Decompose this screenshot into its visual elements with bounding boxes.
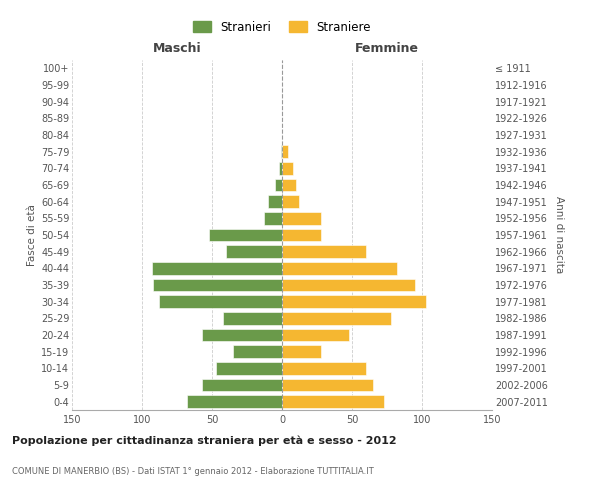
Bar bbox=[279, 162, 282, 174]
Text: Popolazione per cittadinanza straniera per età e sesso - 2012: Popolazione per cittadinanza straniera p… bbox=[12, 435, 397, 446]
Bar bbox=[281, 146, 282, 158]
Bar bbox=[187, 396, 282, 408]
Bar bbox=[216, 362, 282, 374]
Y-axis label: Fasce di età: Fasce di età bbox=[26, 204, 37, 266]
Bar bbox=[153, 279, 282, 291]
Y-axis label: Anni di nascita: Anni di nascita bbox=[554, 196, 565, 274]
Bar bbox=[264, 212, 282, 224]
Bar bbox=[282, 379, 373, 391]
Bar bbox=[282, 362, 366, 374]
Bar bbox=[223, 312, 282, 324]
Bar bbox=[202, 329, 282, 341]
Bar bbox=[282, 312, 391, 324]
Bar bbox=[282, 262, 397, 274]
Bar bbox=[268, 196, 282, 208]
Bar bbox=[209, 229, 282, 241]
Text: COMUNE DI MANERBIO (BS) - Dati ISTAT 1° gennaio 2012 - Elaborazione TUTTITALIA.I: COMUNE DI MANERBIO (BS) - Dati ISTAT 1° … bbox=[12, 468, 374, 476]
Bar bbox=[226, 246, 282, 258]
Bar bbox=[282, 229, 321, 241]
Bar bbox=[282, 179, 296, 192]
Bar bbox=[282, 396, 384, 408]
Bar bbox=[152, 262, 282, 274]
Bar bbox=[282, 162, 293, 174]
Text: Femmine: Femmine bbox=[355, 42, 419, 55]
Bar bbox=[282, 279, 415, 291]
Legend: Stranieri, Straniere: Stranieri, Straniere bbox=[188, 16, 376, 38]
Bar bbox=[282, 296, 426, 308]
Bar bbox=[275, 179, 282, 192]
Bar bbox=[282, 246, 366, 258]
Text: Maschi: Maschi bbox=[152, 42, 202, 55]
Bar bbox=[282, 196, 299, 208]
Bar bbox=[202, 379, 282, 391]
Bar bbox=[159, 296, 282, 308]
Bar bbox=[282, 212, 321, 224]
Bar bbox=[282, 146, 287, 158]
Bar bbox=[233, 346, 282, 358]
Bar bbox=[282, 346, 321, 358]
Bar bbox=[282, 329, 349, 341]
